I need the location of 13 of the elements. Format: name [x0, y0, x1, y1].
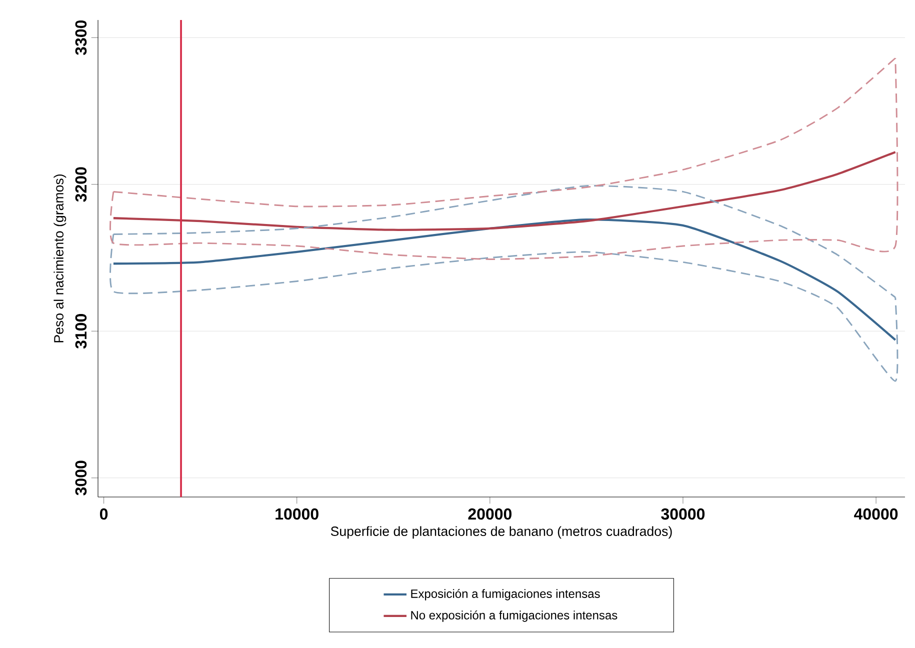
y-tick-label: 3100: [75, 314, 87, 349]
x-tick-label: 40000: [854, 508, 898, 520]
y-tick-label: 3300: [75, 20, 87, 56]
legend-label: No exposición a fumigaciones intensas: [411, 610, 618, 622]
y-tick-label: 3000: [75, 460, 87, 496]
legend-label: Exposición a fumigaciones intensas: [411, 589, 600, 600]
y-tick-label: 3200: [75, 167, 87, 202]
x-tick-label: 0: [100, 508, 108, 520]
y-axis-title: Peso al nacimiento (gramos): [54, 174, 66, 342]
x-tick-label: 20000: [468, 508, 512, 520]
x-axis-title: Superficie de plantaciones de banano (metros cuadrados): [330, 526, 672, 539]
x-tick-label: 10000: [276, 508, 318, 520]
x-tick-label: 30000: [661, 508, 705, 520]
